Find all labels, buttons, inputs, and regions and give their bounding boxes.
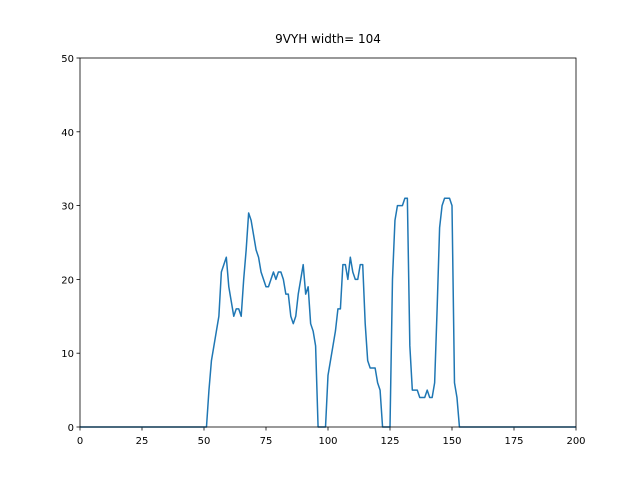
- x-tick-label: 175: [504, 436, 523, 447]
- y-tick-label: 0: [68, 423, 74, 434]
- x-tick-label: 125: [380, 436, 399, 447]
- y-tick-label: 30: [61, 202, 74, 213]
- x-tick-label: 200: [566, 436, 585, 447]
- y-tick-label: 20: [61, 275, 74, 286]
- y-tick-label: 50: [61, 54, 74, 65]
- x-tick-label: 50: [198, 436, 211, 447]
- x-tick-label: 25: [136, 436, 149, 447]
- y-tick-label: 10: [61, 349, 74, 360]
- x-tick-label: 150: [442, 436, 461, 447]
- x-tick-label: 100: [318, 436, 337, 447]
- y-tick-label: 40: [61, 128, 74, 139]
- x-tick-label: 0: [77, 436, 83, 447]
- axes-frame: [79, 57, 577, 428]
- x-tick-label: 75: [260, 436, 273, 447]
- chart-title: 9VYH width= 104: [275, 32, 381, 46]
